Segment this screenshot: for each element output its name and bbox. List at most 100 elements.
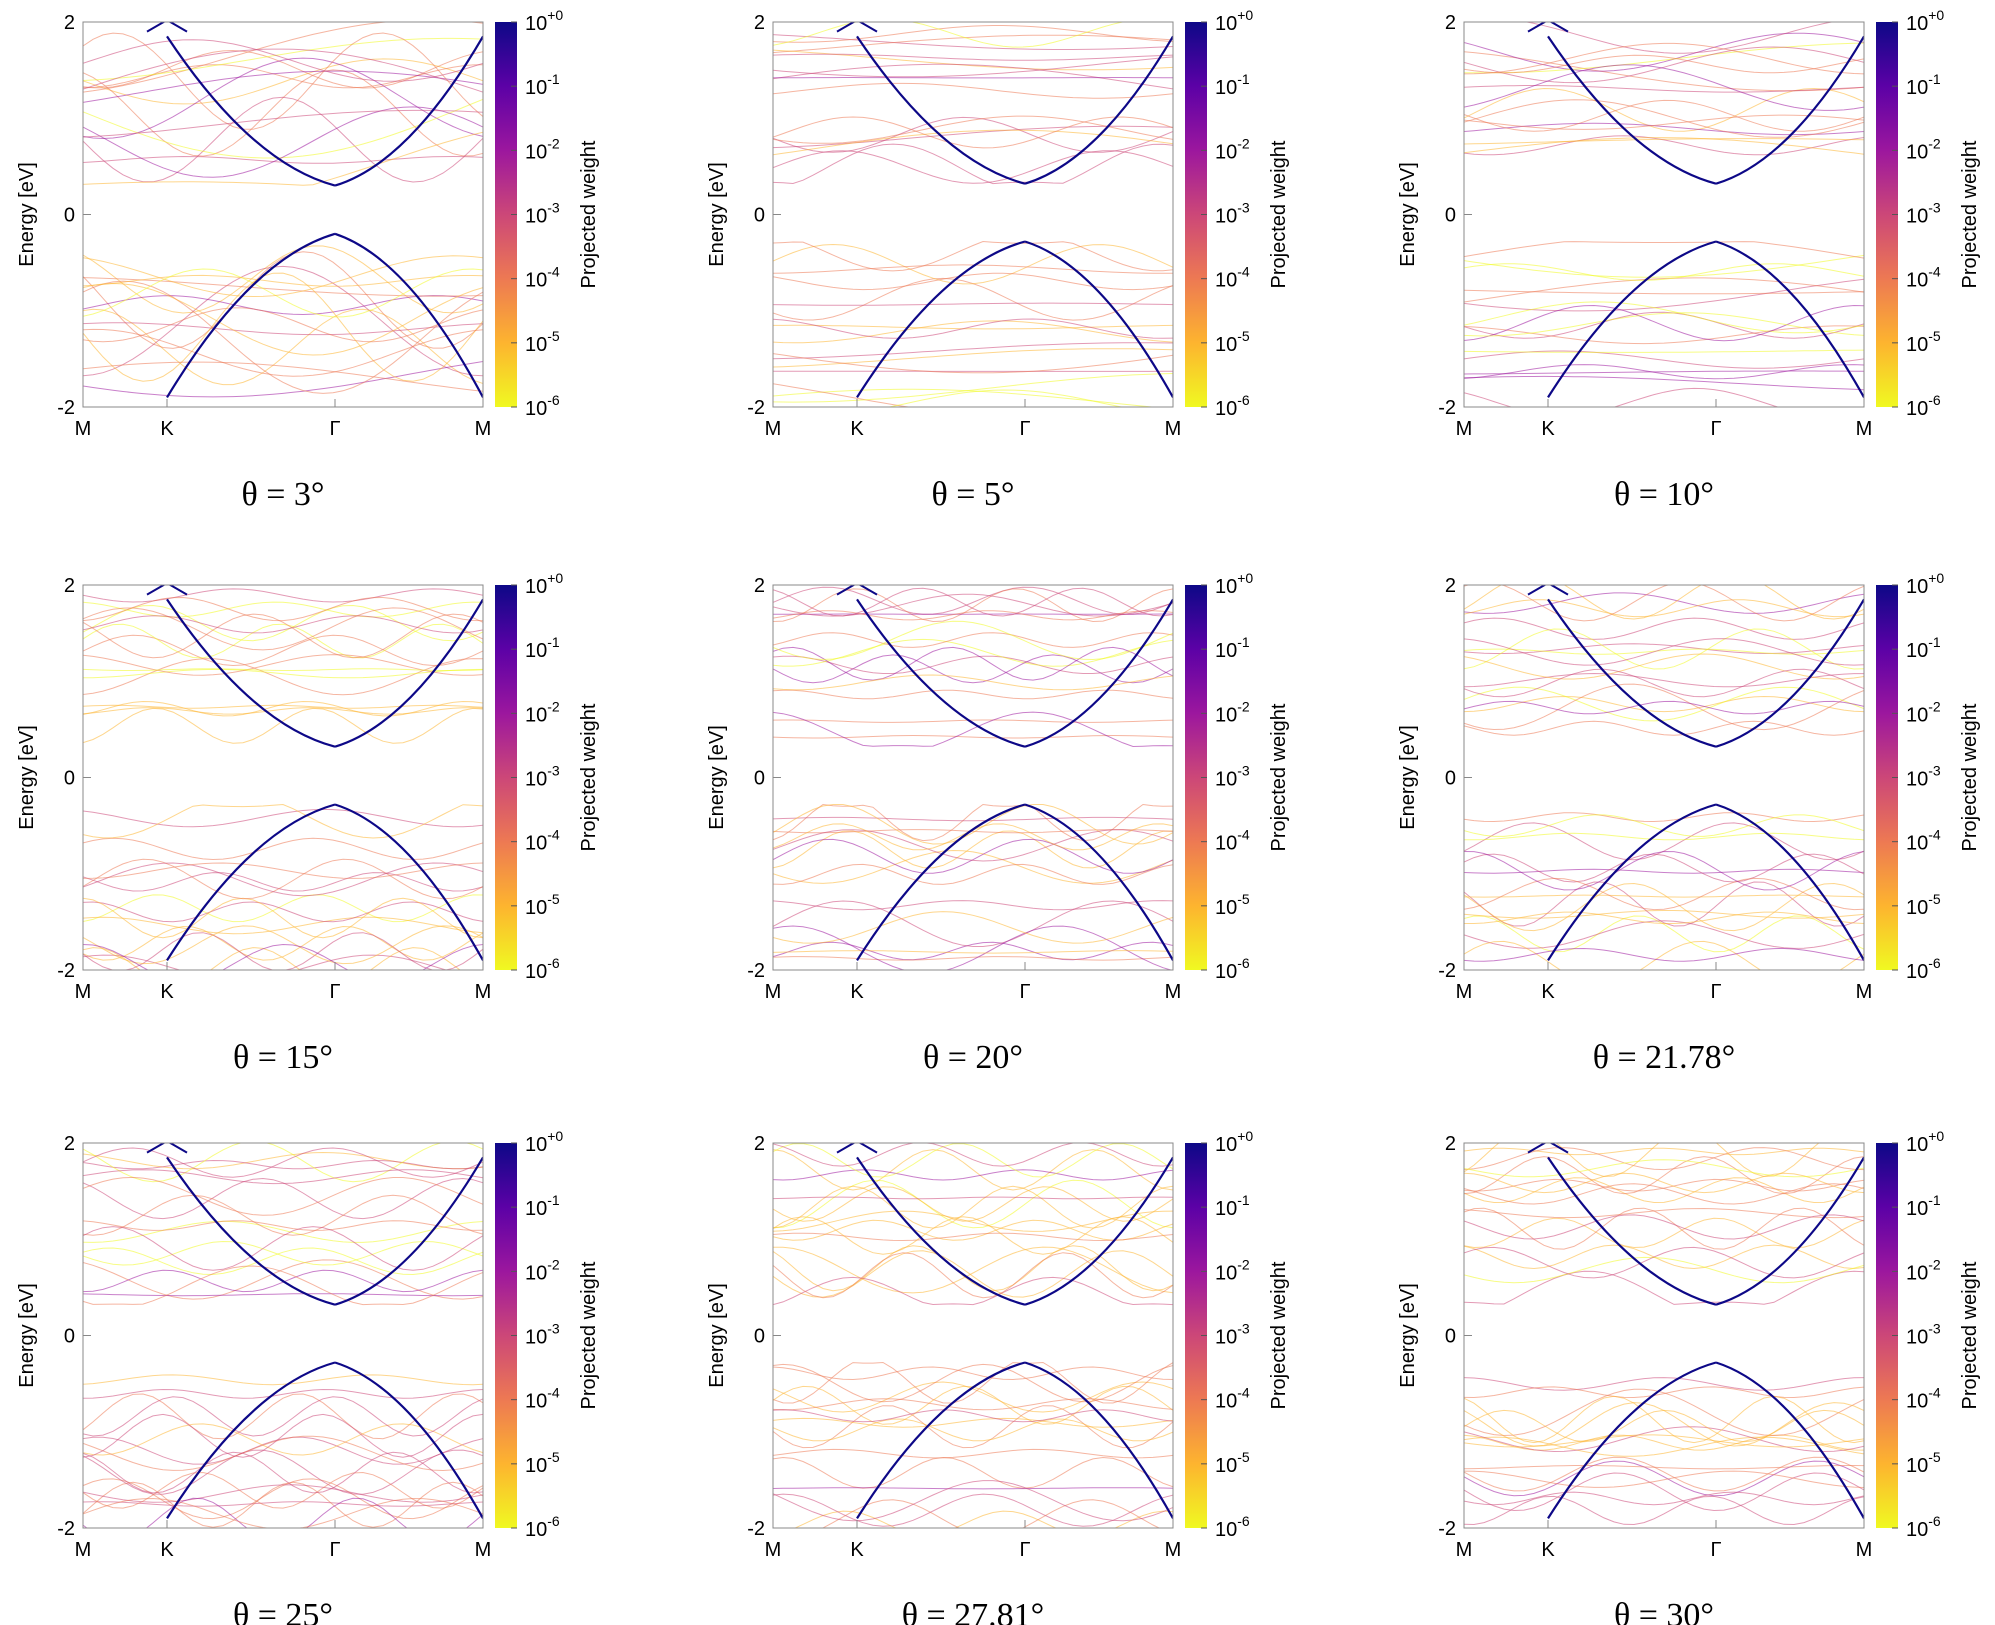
band-line	[773, 925, 1173, 970]
band-line	[83, 1176, 483, 1216]
y-tick-label: 2	[754, 12, 765, 34]
bands	[83, 585, 483, 970]
bands	[1464, 22, 1864, 407]
x-tick-label: M	[475, 981, 492, 1003]
band-line	[83, 707, 483, 715]
band-line	[773, 1361, 1173, 1404]
x-tick-label: M	[1456, 1539, 1473, 1561]
colorbar-tick-label: 10-6	[1215, 392, 1250, 420]
band-line	[83, 704, 483, 709]
band-line	[1464, 911, 1864, 924]
band-line	[793, 1510, 1173, 1528]
y-tick-label: 2	[754, 575, 765, 597]
x-tick-label: M	[75, 1539, 92, 1561]
dominant-band	[1547, 1361, 1717, 1519]
dominant-band	[166, 35, 336, 187]
y-tick-label: 2	[64, 1133, 75, 1155]
band-line	[83, 1151, 483, 1170]
colorbar-tick-label: 10-4	[1906, 1385, 1941, 1413]
colorbar-tick-label: 10-4	[1215, 1385, 1250, 1413]
colorbar-tick-label: 10-2	[1215, 698, 1250, 726]
plot-frame	[82, 584, 484, 971]
band-line	[773, 1448, 1173, 1459]
band-line	[1464, 599, 1864, 618]
colorbar-tick-label: 10-6	[525, 392, 560, 420]
band-line	[83, 272, 483, 382]
band-line	[1464, 304, 1864, 342]
colorbar-tick-label: 10+0	[1906, 7, 1944, 35]
colorbar-tick-label: 10-1	[525, 1192, 560, 1220]
band-line	[773, 82, 1173, 99]
colorbar-tick-label: 10-2	[1906, 135, 1941, 163]
band-line	[1464, 1434, 1864, 1448]
band-line	[83, 1147, 483, 1178]
band-line	[1464, 920, 1864, 949]
dominant-band	[334, 232, 483, 398]
colorbar-tick-label: 10-3	[1906, 200, 1941, 228]
band-line	[83, 1497, 483, 1528]
dominant-band	[856, 240, 1026, 398]
band-line	[1464, 700, 1864, 715]
band-line	[773, 63, 1173, 90]
band-panel-7: -2 0 2 Energy [eV] M K Γ M 10+0 10-1 10-2 10-3 10-4 1…	[16, 1128, 600, 1625]
dominant-band	[1547, 35, 1717, 185]
band-line	[1464, 1491, 1864, 1506]
band-line	[83, 604, 483, 642]
colorbar-tick-label: 10-3	[1906, 763, 1941, 791]
band-line	[83, 862, 483, 879]
band-line	[83, 58, 483, 105]
band-line	[773, 587, 1173, 617]
y-axis-label: Energy [eV]	[1397, 725, 1419, 830]
band-line	[773, 1480, 1173, 1522]
band-line	[773, 243, 1173, 285]
band-line	[773, 1186, 1173, 1222]
band-line	[83, 1259, 483, 1300]
colorbar-tick-label: 10-5	[525, 891, 560, 919]
y-axis-label: Energy [eV]	[706, 162, 728, 267]
band-line	[773, 1179, 1173, 1229]
band-line	[1464, 1207, 1864, 1219]
band-line	[83, 1169, 483, 1185]
band-line	[773, 1185, 1173, 1229]
band-line	[1464, 653, 1864, 680]
band-line	[1464, 720, 1864, 736]
panel-caption: θ = 3°	[241, 476, 324, 513]
band-line	[1464, 114, 1864, 130]
dominant-band	[856, 1156, 1026, 1306]
band-line	[83, 588, 483, 603]
band-line	[1464, 135, 1864, 156]
band-line	[83, 1497, 483, 1528]
band-line	[1464, 137, 1864, 155]
colorbar-tick-label: 10-6	[1215, 1513, 1250, 1541]
colorbar-tick-label: 10+0	[525, 7, 563, 35]
colorbar-tick-label: 10+0	[1215, 570, 1253, 598]
band-line	[83, 634, 483, 667]
band-line	[773, 655, 1173, 674]
band-line	[773, 632, 1173, 648]
band-line	[83, 255, 483, 298]
band-line	[773, 804, 1173, 845]
band-line	[1464, 1456, 1864, 1492]
band-line	[1524, 22, 1835, 54]
y-tick-label: 2	[64, 12, 75, 34]
band-line	[773, 125, 1173, 149]
band-line	[773, 388, 1158, 407]
band-line	[1464, 947, 1864, 962]
band-line	[1464, 1395, 1864, 1444]
band-line	[773, 829, 1173, 834]
band-line	[83, 596, 483, 622]
band-line	[83, 1436, 483, 1465]
k-point-band	[1527, 22, 1569, 33]
x-tick-label: K	[160, 418, 174, 440]
colorbar-tick-label: 10-3	[525, 200, 560, 228]
dominant-band	[1024, 1361, 1173, 1519]
colorbar-tick-label: 10+0	[1906, 570, 1944, 598]
colorbar-tick-label: 10-2	[1215, 1256, 1250, 1284]
band-line	[1464, 277, 1864, 303]
band-line	[1464, 853, 1864, 883]
band-line	[773, 1385, 1173, 1425]
band-line	[83, 308, 483, 386]
colorbar-tick-label: 10+0	[1215, 1128, 1253, 1156]
band-line	[1464, 1246, 1864, 1279]
